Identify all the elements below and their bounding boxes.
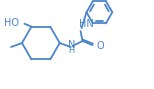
Text: O: O (96, 41, 104, 51)
Text: HO: HO (4, 18, 18, 28)
Text: N: N (68, 40, 75, 50)
Text: HN: HN (79, 19, 93, 29)
Text: H: H (69, 46, 75, 55)
